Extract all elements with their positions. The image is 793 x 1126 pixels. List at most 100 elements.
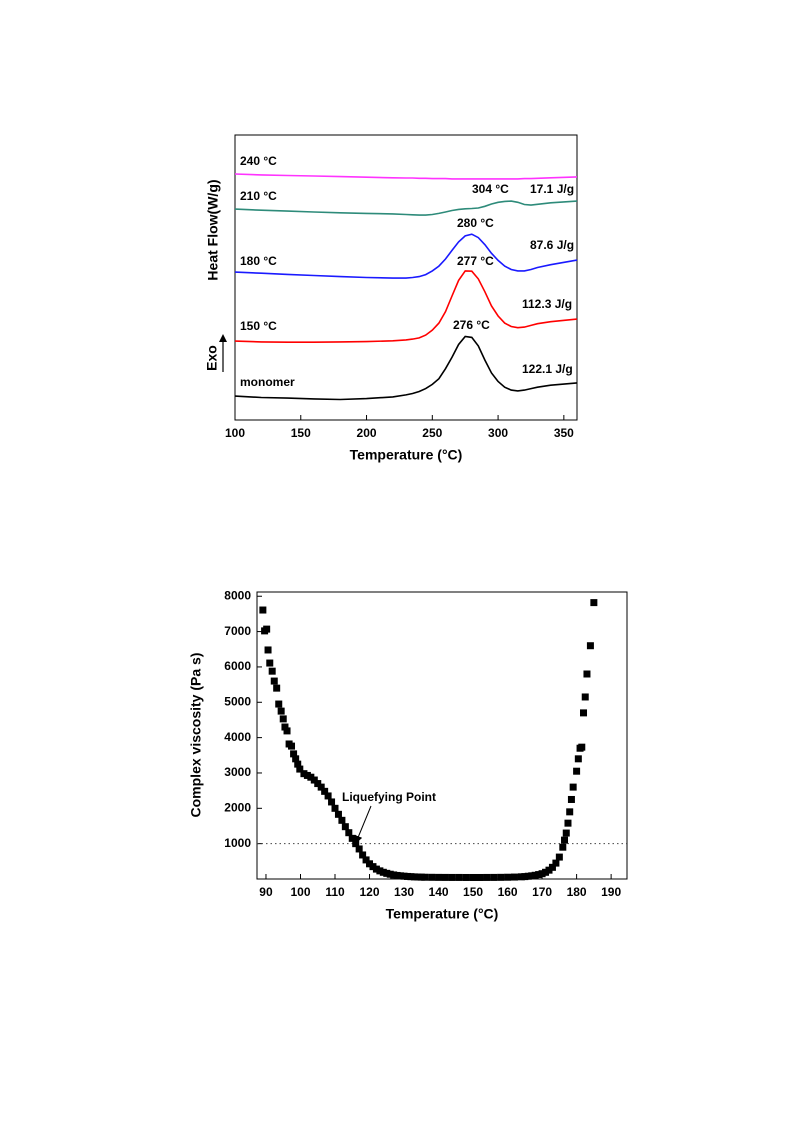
annotation: 277 °C [457,254,494,268]
point [490,873,498,881]
point [328,798,336,806]
point [273,684,281,692]
x-tick-label: 100 [290,885,310,899]
x-axis-title: Temperature (°C) [350,447,463,463]
point [334,810,342,818]
annotation: 276 °C [453,318,490,332]
point [348,834,356,842]
point [561,836,569,844]
point [564,819,572,827]
y-tick-label: 4000 [224,730,251,744]
point [362,856,370,864]
x-tick-label: 250 [422,426,442,440]
point [359,851,367,859]
x-tick-label: 90 [259,885,273,899]
curve-label: 210 °C [240,189,277,203]
point [448,873,456,881]
point [277,707,285,715]
annotation: Liquefying Point [342,790,436,804]
point [580,709,588,717]
y-axis-title: Complex viscosity (Pa s) [188,653,204,818]
x-tick-label: 300 [488,426,508,440]
point [264,646,272,654]
point [279,715,287,723]
x-tick-label: 160 [498,885,518,899]
point [562,829,570,837]
x-tick-label: 140 [429,885,449,899]
point [574,755,582,763]
y-tick-label: 2000 [224,800,251,814]
point [510,873,518,881]
annotation: 112.3 J/g [522,297,572,311]
point [421,873,429,881]
point [321,787,329,795]
point [338,816,346,824]
curve [234,200,578,216]
x-tick-label: 130 [394,885,414,899]
y-tick-label: 8000 [224,588,251,602]
point [504,873,512,881]
point [548,863,556,871]
point [345,829,353,837]
point [324,792,332,800]
y-axis-title: Heat Flow(W/g) [205,179,221,280]
point [552,859,560,867]
annotation: 280 °C [457,216,494,230]
y-tick-label: 6000 [224,659,251,673]
plot-frame [234,134,578,421]
point [292,755,300,763]
x-tick-label: 150 [291,426,311,440]
point [355,845,363,853]
point [310,776,318,784]
point [555,853,563,861]
point [566,808,574,816]
point [270,677,278,685]
annotation-arrow [354,805,372,844]
point [435,873,443,881]
curve [234,233,578,279]
point [559,843,567,851]
x-tick-label: 190 [601,885,621,899]
y-tick-label: 1000 [224,836,251,850]
point [331,804,339,812]
annotation: 17.1 J/g [530,182,574,196]
point [281,723,289,731]
curve [234,335,578,401]
point [476,873,484,881]
point [290,750,298,758]
curve-label: 180 °C [240,254,277,268]
point [441,873,449,881]
point [314,780,322,788]
x-tick-label: 100 [225,426,245,440]
annotation: 87.6 J/g [530,238,574,252]
point [275,700,283,708]
annotation: 304 °C [472,182,509,196]
point [567,795,575,803]
point [497,873,505,881]
curve [234,173,578,180]
point [483,873,491,881]
point [428,873,436,881]
curve-label: 150 °C [240,319,277,333]
point [581,693,589,701]
annotation: 122.1 J/g [522,362,573,376]
x-tick-label: 170 [532,885,552,899]
y-tick-label: 5000 [224,694,251,708]
y-tick-label: 3000 [224,765,251,779]
x-tick-label: 200 [357,426,377,440]
point [294,760,302,768]
curve-label: monomer [240,375,295,389]
y-tick-label: 7000 [224,624,251,638]
x-tick-label: 120 [360,885,380,899]
point [586,642,594,650]
x-tick-label: 150 [463,885,483,899]
point [266,659,274,667]
curve [234,270,578,343]
point [569,783,577,791]
point [590,599,598,607]
plot-frame [256,591,628,880]
x-tick-label: 350 [554,426,574,440]
point [259,606,267,614]
